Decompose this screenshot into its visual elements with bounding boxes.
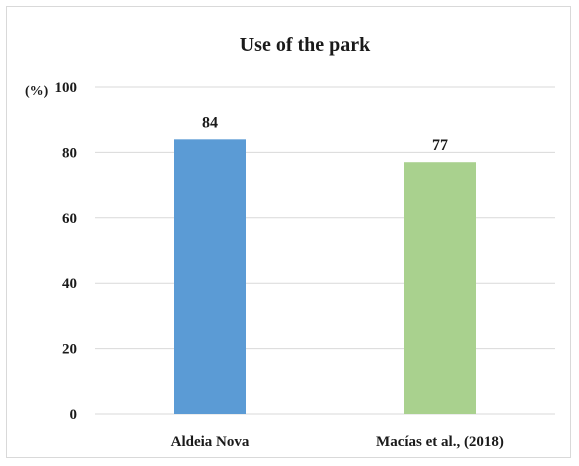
y-tick-label: 0 — [70, 407, 78, 423]
y-axis-label: (%) — [25, 84, 49, 99]
y-tick-label: 40 — [62, 276, 77, 292]
bar-2 — [404, 162, 476, 414]
data-labels: 84 77 — [202, 114, 448, 154]
bar-chart: Use of the park (%) 0 20 40 60 80 100 84 77 Al… — [25, 34, 555, 450]
x-tick-label: Aldeia Nova — [171, 434, 250, 450]
y-tick-label: 100 — [55, 80, 78, 96]
data-label: 84 — [202, 114, 218, 131]
y-tick-label: 20 — [62, 342, 77, 358]
bars — [174, 139, 476, 414]
y-tick-label: 80 — [62, 145, 77, 161]
x-axis-ticks: Aldeia Nova Macías et al., (2018) — [171, 434, 504, 450]
y-axis-ticks: 0 20 40 60 80 100 — [55, 80, 78, 423]
chart-frame: Use of the park (%) 0 20 40 60 80 100 84 77 Al… — [6, 6, 571, 458]
chart-title: Use of the park — [240, 34, 371, 56]
bar-1 — [174, 139, 246, 414]
x-tick-label: Macías et al., (2018) — [376, 434, 504, 450]
gridlines — [95, 86, 555, 415]
y-tick-label: 60 — [62, 211, 77, 227]
data-label: 77 — [432, 137, 448, 154]
